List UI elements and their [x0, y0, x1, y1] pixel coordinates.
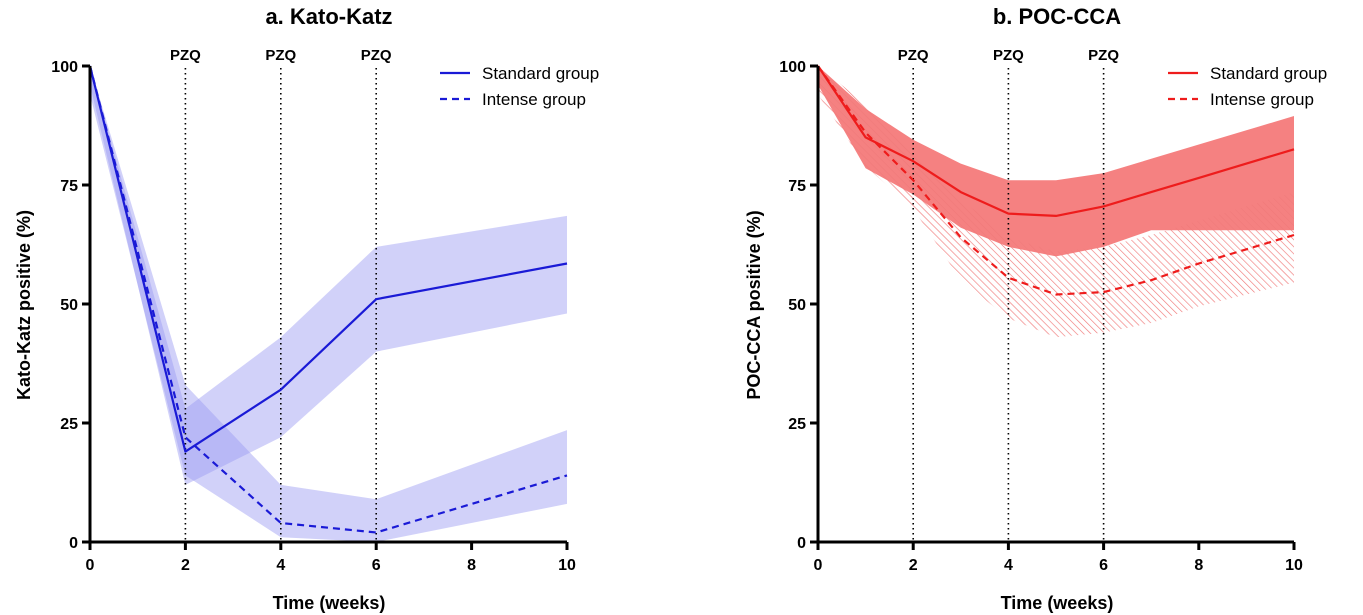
panel-b-intense-band	[818, 66, 1294, 338]
panel-b: b. POC-CCA POC-CCA positive (%) Time (we…	[744, 4, 1327, 613]
panel-b-x-ticks: 0 2 4 6 8 10	[814, 542, 1303, 574]
panel-b-intense-line	[817, 65, 1295, 296]
panel-a-x-tick-label: 8	[467, 557, 476, 574]
panel-a-marker-label: PZQ	[265, 47, 296, 64]
panel-b-marker-label: PZQ	[1088, 47, 1119, 64]
panel-a-y-tick-label: 75	[60, 178, 78, 195]
panel-b-y-tick-label: 100	[779, 59, 806, 76]
panel-a-marker-label: PZQ	[361, 47, 392, 64]
panel-b-legend-label: Standard group	[1210, 64, 1327, 83]
panel-a-axes: 0 25 50 75 100 0 2 4 6 8 10	[51, 59, 576, 574]
panel-a-marker-label: PZQ	[170, 47, 201, 64]
panel-a-y-tick-label: 25	[60, 416, 78, 433]
panel-b-x-tick-label: 6	[1099, 557, 1108, 574]
panel-a-intense-line	[88, 65, 568, 534]
panel-a-legend-label: Standard group	[482, 64, 599, 83]
panel-a-standard-line	[88, 65, 568, 453]
panel-b-marker-label: PZQ	[898, 47, 929, 64]
panel-a-x-ticks: 0 2 4 6 8 10	[86, 542, 576, 574]
panel-a-legend-label: Intense group	[482, 90, 586, 109]
panel-b-title: b. POC-CCA	[993, 4, 1121, 29]
panel-a-y-axis-label: Kato-Katz positive (%)	[14, 210, 34, 400]
panel-b-marker-label: PZQ	[993, 47, 1024, 64]
panel-a-legend: Standard group Intense group	[440, 64, 599, 109]
panel-a-x-tick-label: 4	[276, 557, 285, 574]
panel-a-x-tick-label: 2	[181, 557, 190, 574]
panel-b-standard-line	[817, 65, 1295, 217]
panel-a-bands	[90, 66, 567, 542]
panel-b-x-tick-label: 4	[1004, 557, 1013, 574]
panel-a-standard-band	[90, 66, 567, 485]
panel-b-x-tick-label: 10	[1285, 557, 1303, 574]
panel-b-lines	[817, 65, 1295, 296]
panel-b-legend: Standard group Intense group	[1168, 64, 1327, 109]
panel-b-y-ticks: 0 25 50 75 100	[779, 59, 818, 552]
panel-b-y-tick-label: 75	[788, 178, 806, 195]
panel-a-x-tick-label: 10	[558, 557, 576, 574]
panel-a-x-tick-label: 6	[372, 557, 381, 574]
panel-b-y-tick-label: 25	[788, 416, 806, 433]
panel-a-x-tick-label: 0	[86, 557, 95, 574]
panel-a-y-ticks: 0 25 50 75 100	[51, 59, 90, 552]
panel-a-y-tick-label: 0	[69, 535, 78, 552]
panel-a-y-tick-label: 100	[51, 59, 78, 76]
panel-a-x-axis-label: Time (weeks)	[273, 593, 386, 613]
panel-b-y-tick-label: 0	[797, 535, 806, 552]
panel-b-x-axis-label: Time (weeks)	[1001, 593, 1114, 613]
panel-a-lines	[88, 65, 568, 534]
panel-b-x-tick-label: 8	[1194, 557, 1203, 574]
panel-b-y-axis-label: POC-CCA positive (%)	[744, 210, 764, 399]
panel-b-markers: PZQ PZQ PZQ	[898, 47, 1119, 542]
panel-a: a. Kato-Katz Kato-Katz positive (%) Time…	[14, 4, 599, 613]
panel-a-intense-band	[90, 66, 567, 542]
panel-a-title: a. Kato-Katz	[265, 4, 392, 29]
panel-a-y-tick-label: 50	[60, 297, 78, 314]
panel-a-markers: PZQ PZQ PZQ	[170, 47, 392, 542]
panel-b-legend-label: Intense group	[1210, 90, 1314, 109]
panel-b-x-tick-label: 2	[909, 557, 918, 574]
panel-b-x-tick-label: 0	[814, 557, 823, 574]
panel-b-y-tick-label: 50	[788, 297, 806, 314]
panel-b-axes: 0 25 50 75 100 0 2 4 6 8 10	[779, 59, 1303, 574]
